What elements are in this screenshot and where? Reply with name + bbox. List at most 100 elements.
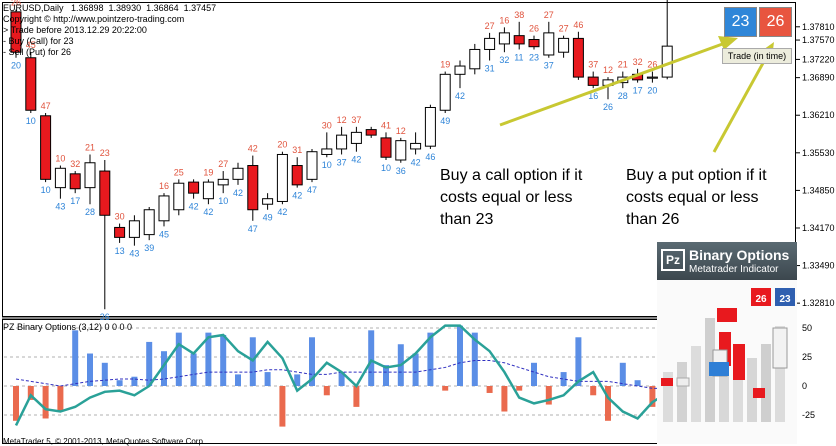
call-histogram-bar <box>560 372 567 386</box>
bull-candle <box>395 140 407 161</box>
call-price-label: 45 <box>159 229 169 239</box>
call-price-label: 46 <box>425 152 435 162</box>
call-arrow-line <box>499 40 729 127</box>
call-price-label: 23 <box>529 52 539 62</box>
logo-header: Pz Binary Options Metatrader Indicator <box>657 242 797 280</box>
bull-candle <box>469 48 481 70</box>
call-price-label: 26 <box>603 102 613 112</box>
oscillator-line <box>14 324 668 426</box>
put-price-label: 16 <box>499 15 509 25</box>
trade-in-time-button[interactable]: Trade (in time) <box>722 48 792 64</box>
call-price-button[interactable]: 23 <box>724 7 757 37</box>
put-price-label: 26 <box>647 60 657 70</box>
put-histogram-bar <box>42 386 49 419</box>
call-histogram-bar <box>72 330 79 386</box>
call-price-label: 37 <box>337 157 347 167</box>
put-price-label: 47 <box>41 101 51 111</box>
call-histogram-bar <box>131 376 138 386</box>
price-tick-label: 1.37570 <box>802 35 835 45</box>
put-price-label: 26 <box>529 24 539 34</box>
put-arrow-line <box>712 53 770 153</box>
call-histogram-bar <box>161 351 167 386</box>
call-price-label: 28 <box>85 207 95 217</box>
call-price-label: 10 <box>26 116 36 126</box>
put-price-label: 19 <box>440 60 450 70</box>
buy-call-text: - Buy (Call) for 23 <box>3 36 74 46</box>
put-histogram-bar <box>27 386 34 400</box>
put-price-label: 37 <box>351 115 361 125</box>
put-histogram-bar <box>516 386 523 391</box>
put-histogram-bar <box>57 386 64 412</box>
bull-candle <box>484 37 496 50</box>
bull-candle <box>439 73 451 111</box>
indicator-tick-label: -25 <box>802 410 815 420</box>
put-price-label: 30 <box>322 120 332 130</box>
call-callout-line-2: costs equal or less <box>440 189 573 206</box>
footer-text: MetaTrader 5, © 2001-2013, MetaQuotes So… <box>3 437 206 446</box>
chart-symbol-info: EURUSD,Daily 1.36898 1.38930 1.36864 1.3… <box>3 3 217 13</box>
bear-candle <box>247 165 259 211</box>
call-price-label: 42 <box>189 202 199 212</box>
call-price-label: 47 <box>248 224 258 234</box>
bull-candle <box>321 148 333 155</box>
put-price-label: 12 <box>603 65 613 75</box>
put-price-label: 12 <box>337 115 347 125</box>
bear-candle <box>40 115 52 180</box>
put-callout-line-2: costs equal or less <box>626 189 759 206</box>
call-price-label: 28 <box>618 91 628 101</box>
call-price-label: 49 <box>263 213 273 223</box>
bull-candle <box>410 142 422 150</box>
call-histogram-bar <box>368 330 375 386</box>
call-histogram-bar <box>87 353 93 386</box>
put-price-label: 12 <box>396 126 406 136</box>
bull-candle <box>498 32 510 45</box>
put-price-label: 19 <box>203 167 213 177</box>
price-tick-label: 1.37810 <box>802 22 835 32</box>
sell-put-text: - Sell (Put) for 26 <box>3 47 72 57</box>
call-histogram-bar <box>235 374 241 386</box>
logo-chart-illustration <box>657 280 797 444</box>
put-price-label: 26 <box>11 0 21 8</box>
call-price-label: 43 <box>129 249 139 259</box>
price-tick-label: 1.37220 <box>802 54 835 64</box>
call-price-label: 42 <box>292 191 302 201</box>
call-histogram-bar <box>619 362 626 386</box>
call-price-label: 42 <box>233 188 243 198</box>
call-histogram-bar <box>531 362 537 386</box>
call-price-label: 42 <box>411 157 421 167</box>
put-price-label: 23 <box>100 148 110 158</box>
price-tick-label: 1.36890 <box>802 73 835 83</box>
call-price-label: 10 <box>218 196 228 206</box>
call-histogram-bar <box>264 372 271 386</box>
bull-candle <box>143 209 155 236</box>
bear-candle <box>572 37 584 78</box>
trade-before-text: > Trade before 2013.12.29 20:22:00 <box>3 25 147 35</box>
put-price-button[interactable]: 26 <box>759 7 792 37</box>
bear-candle <box>188 181 200 194</box>
call-histogram-bar <box>220 334 227 386</box>
indicator-title: PZ Binary Options (3,12) 0 0 0 0 <box>3 322 133 332</box>
call-histogram-bar <box>338 372 345 386</box>
put-histogram-bar <box>279 386 286 427</box>
bear-candle <box>587 76 599 86</box>
call-histogram-bar <box>457 325 463 386</box>
call-callout-line-1: Buy a call option if it <box>440 167 583 184</box>
call-price-label: 31 <box>485 64 495 74</box>
price-tick-label: 1.35530 <box>802 148 835 158</box>
bull-candle <box>158 195 170 222</box>
copyright-text: Copyright © http://www.pointzero-trading… <box>3 14 185 24</box>
logo-subtitle: Metatrader Indicator <box>689 264 779 275</box>
put-price-label: 37 <box>588 60 598 70</box>
call-histogram-bar <box>427 332 434 386</box>
put-price-label: 31 <box>292 145 302 155</box>
bear-candle <box>99 170 111 216</box>
put-price-label: 16 <box>159 181 169 191</box>
indicator-tick-label: 25 <box>802 352 812 362</box>
bull-candle <box>262 198 274 205</box>
call-price-label: 17 <box>70 196 80 206</box>
bull-candle <box>173 182 185 211</box>
bull-candle <box>54 167 66 189</box>
call-price-label: 43 <box>55 202 65 212</box>
call-price-label: 10 <box>322 160 332 170</box>
